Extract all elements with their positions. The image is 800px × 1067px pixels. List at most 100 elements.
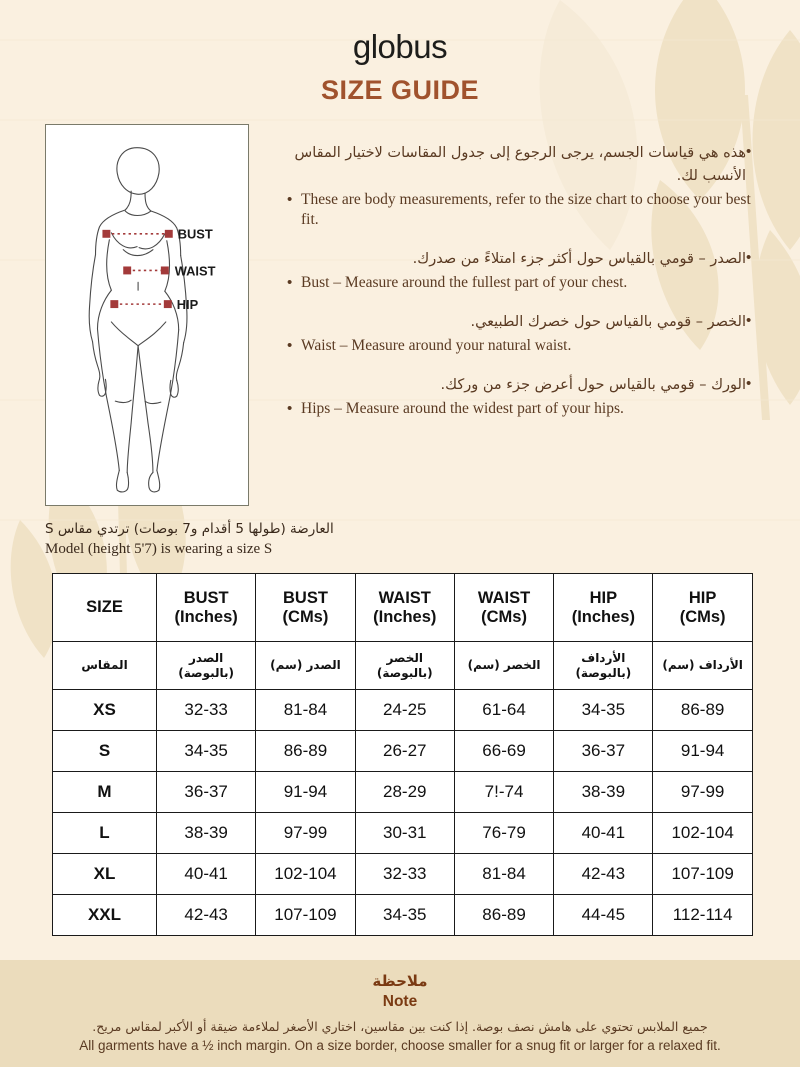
cell-waist-cms: 81-84 xyxy=(453,853,555,895)
cell-bust-inches: 38-39 xyxy=(155,812,257,854)
cell-size: XL xyxy=(52,853,157,895)
cell-hip-cms: 91-94 xyxy=(652,730,753,772)
cell-waist-inches: 34-35 xyxy=(354,894,455,936)
cell-hip-cms: 86-89 xyxy=(652,689,753,731)
cell-waist-inches: 24-25 xyxy=(354,689,455,731)
col-header-waist-inches-ar: الخصر (بالبوصة) xyxy=(354,641,455,690)
col-header-hip-cms: HIP (CMs) xyxy=(652,573,753,642)
cell-waist-cms: 76-79 xyxy=(453,812,555,854)
measurement-instructions: • هذه هي قياسات الجسم، يرجى الرجوع إلى ج… xyxy=(249,124,800,421)
header-line2: (CMs) xyxy=(282,607,329,626)
model-note-en: Model (height 5'7) is wearing a size S xyxy=(45,541,273,557)
bullet-marker-icon: • xyxy=(746,312,752,329)
col-header-size-ar: المقاس xyxy=(52,641,157,690)
header-line1: HIP xyxy=(688,588,717,607)
header-line1: BUST xyxy=(282,588,328,607)
table-row: M 36-37 91-94 28-29 7!-74 38-39 97-99 xyxy=(52,771,753,813)
bullet-text: الخصر – قومي بالقياس حول خصرك الطبيعي. xyxy=(470,314,746,330)
cell-hip-cms: 107-109 xyxy=(652,853,753,895)
cell-hip-inches: 36-37 xyxy=(553,730,654,772)
cell-bust-cms: 97-99 xyxy=(255,812,356,854)
page-header: globus SIZE GUIDE xyxy=(0,0,800,106)
col-header-bust-cms-ar: الصدر (سم) xyxy=(255,641,356,690)
header-line2: (Inches) xyxy=(174,607,238,626)
cell-hip-inches: 40-41 xyxy=(553,812,654,854)
hip-label: HIP xyxy=(177,297,199,312)
cell-hip-inches: 38-39 xyxy=(553,771,654,813)
cell-bust-inches: 34-35 xyxy=(155,730,257,772)
bullet-marker-icon: • xyxy=(287,191,293,208)
model-note: العارضة (طولها 5 أقدام و7 بوصات) ترتدي م… xyxy=(45,520,800,559)
cell-hip-inches: 34-35 xyxy=(553,689,654,731)
bust-label: BUST xyxy=(178,227,213,242)
bullet-text: هذه هي قياسات الجسم، يرجى الرجوع إلى جدو… xyxy=(294,145,746,184)
cell-waist-cms: 7!-74 xyxy=(453,771,555,813)
note-body-en: All garments have a ½ inch margin. On a … xyxy=(79,1038,721,1053)
cell-waist-inches: 30-31 xyxy=(354,812,455,854)
bullet-waist-ar: • الخصر – قومي بالقياس حول خصرك الطبيعي. xyxy=(287,311,760,334)
header-line2: (Inches) xyxy=(571,607,635,626)
cell-waist-cms: 66-69 xyxy=(453,730,555,772)
header-line1: SIZE xyxy=(86,598,123,616)
instruction-group-general: • هذه هي قياسات الجسم، يرجى الرجوع إلى ج… xyxy=(287,142,760,230)
bullet-text: الصدر – قومي بالقياس حول أكثر جزء امتلاء… xyxy=(412,251,746,267)
table-row: S 34-35 86-89 26-27 66-69 36-37 91-94 xyxy=(52,730,753,772)
instruction-group-hips: • الورك – قومي بالقياس حول أعرض جزء من و… xyxy=(287,374,760,419)
cell-size: XXL xyxy=(52,894,157,936)
col-header-waist-cms: WAIST (CMs) xyxy=(453,573,555,642)
note-body-ar: جميع الملابس تحتوي على هامش نصف بوصة. إذ… xyxy=(92,1019,708,1034)
cell-hip-cms: 97-99 xyxy=(652,771,753,813)
cell-waist-inches: 32-33 xyxy=(354,853,455,895)
table-row: XL 40-41 102-104 32-33 81-84 42-43 107-1… xyxy=(52,853,753,895)
cell-bust-cms: 107-109 xyxy=(255,894,356,936)
instruction-group-bust: • الصدر – قومي بالقياس حول أكثر جزء امتل… xyxy=(287,248,760,293)
cell-waist-inches: 26-27 xyxy=(354,730,455,772)
footer-note-band: ملاحظة Note جميع الملابس تحتوي على هامش … xyxy=(0,960,800,1067)
top-section: BUST WAIST HIP • هذه هي قياسات الجسم، ير… xyxy=(0,106,800,506)
bullet-general-ar: • هذه هي قياسات الجسم، يرجى الرجوع إلى ج… xyxy=(287,142,760,188)
cell-waist-cms: 86-89 xyxy=(453,894,555,936)
col-header-bust-cms: BUST (CMs) xyxy=(255,573,356,642)
size-chart-container: SIZE BUST (Inches) BUST (CMs) WAIST (Inc… xyxy=(52,573,755,936)
bullet-text: These are body measurements, refer to th… xyxy=(301,191,751,228)
bullet-hips-ar: • الورك – قومي بالقياس حول أعرض جزء من و… xyxy=(287,374,760,397)
bullet-bust-ar: • الصدر – قومي بالقياس حول أكثر جزء امتل… xyxy=(287,248,760,271)
bullet-waist-en: • Waist – Measure around your natural wa… xyxy=(287,336,760,356)
cell-size: L xyxy=(52,812,157,854)
bullet-marker-icon: • xyxy=(746,143,752,160)
cell-bust-cms: 86-89 xyxy=(255,730,356,772)
bullet-marker-icon: • xyxy=(746,375,752,392)
note-heading-en: Note xyxy=(382,993,418,1010)
cell-hip-cms: 112-114 xyxy=(652,894,753,936)
cell-size: M xyxy=(52,771,157,813)
col-header-hip-inches-ar: الأرداف (بالبوصة) xyxy=(553,641,654,690)
bullet-text: Waist – Measure around your natural wais… xyxy=(301,337,572,354)
cell-hip-cms: 102-104 xyxy=(652,812,753,854)
cell-waist-cms: 61-64 xyxy=(453,689,555,731)
header-line2: (CMs) xyxy=(481,607,527,626)
size-chart-table: SIZE BUST (Inches) BUST (CMs) WAIST (Inc… xyxy=(52,573,753,936)
bullet-marker-icon: • xyxy=(287,400,293,417)
note-heading-ar: ملاحظة xyxy=(372,972,428,990)
col-header-waist-inches: WAIST (Inches) xyxy=(354,573,455,642)
cell-waist-inches: 28-29 xyxy=(354,771,455,813)
cell-bust-inches: 42-43 xyxy=(155,894,257,936)
cell-bust-cms: 102-104 xyxy=(255,853,356,895)
header-line1: WAIST xyxy=(378,588,431,607)
col-header-hip-cms-ar: الأرداف (سم) xyxy=(652,641,753,690)
table-header-row-en: SIZE BUST (Inches) BUST (CMs) WAIST (Inc… xyxy=(52,573,753,642)
cell-bust-inches: 40-41 xyxy=(155,853,257,895)
instruction-group-waist: • الخصر – قومي بالقياس حول خصرك الطبيعي.… xyxy=(287,311,760,356)
col-header-bust-inches: BUST (Inches) xyxy=(155,573,257,642)
model-note-ar: العارضة (طولها 5 أقدام و7 بوصات) ترتدي م… xyxy=(45,521,334,537)
cell-hip-inches: 44-45 xyxy=(553,894,654,936)
cell-bust-cms: 81-84 xyxy=(255,689,356,731)
bullet-marker-icon: • xyxy=(287,274,293,291)
header-line2: (Inches) xyxy=(373,607,437,626)
bullet-text: الورك – قومي بالقياس حول أعرض جزء من ورك… xyxy=(440,377,746,393)
bullet-bust-en: • Bust – Measure around the fullest part… xyxy=(287,273,760,293)
cell-hip-inches: 42-43 xyxy=(553,853,654,895)
table-row: XXL 42-43 107-109 34-35 86-89 44-45 112-… xyxy=(52,894,753,936)
header-line2: (CMs) xyxy=(679,607,726,626)
cell-size: S xyxy=(52,730,157,772)
